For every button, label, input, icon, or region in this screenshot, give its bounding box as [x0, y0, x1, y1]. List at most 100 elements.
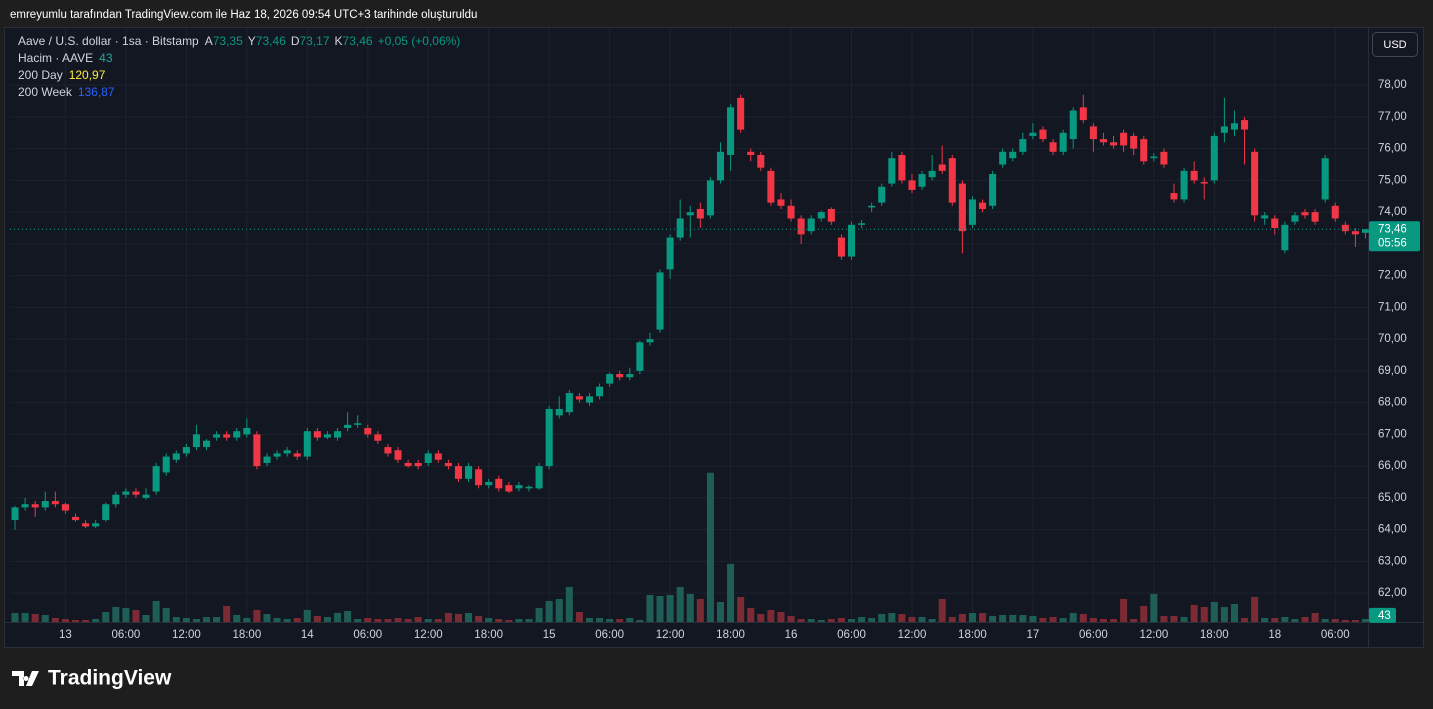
logo-icon: [12, 671, 39, 686]
indicator: 200 Week 136,87: [18, 85, 115, 99]
volume-bar: [1241, 617, 1249, 622]
candle-body: [142, 494, 150, 498]
volume-bar: [636, 619, 644, 622]
candle-body: [283, 450, 291, 454]
volume-bar: [223, 605, 231, 622]
volume-bar: [596, 617, 604, 622]
candle-body: [364, 428, 372, 435]
volume-bar: [394, 617, 402, 622]
candle-body: [565, 393, 573, 413]
candle-body: [817, 212, 825, 219]
candle-body: [898, 154, 906, 181]
volume-bar: [485, 617, 493, 622]
volume-bar: [676, 586, 684, 622]
candle-body: [646, 339, 654, 343]
x-tick-label: 18: [1268, 629, 1281, 641]
candle-body: [676, 218, 684, 238]
volume-label-box: [1369, 607, 1396, 623]
volume-bar: [354, 618, 362, 622]
candle-body: [313, 431, 321, 438]
indicator-name: 200 Day: [18, 68, 63, 82]
candle-body: [525, 486, 533, 489]
x-tick-label: 13: [59, 629, 72, 641]
volume-bar: [213, 616, 221, 622]
candle-body: [696, 208, 704, 219]
last-price: 73,46: [1378, 223, 1407, 235]
volume-bar: [706, 472, 714, 622]
volume-bar: [1019, 614, 1027, 622]
candle-body: [263, 456, 271, 463]
x-tick-label: 12:00: [656, 629, 685, 641]
candle-body: [706, 180, 714, 216]
candle-body: [182, 447, 190, 454]
volume-bar: [323, 616, 331, 622]
candle-body: [213, 434, 221, 438]
candle-body: [1241, 120, 1249, 130]
volume-bar: [999, 614, 1007, 622]
volume-bar: [1029, 615, 1037, 622]
volume-bar: [495, 618, 503, 622]
candle-body: [1049, 142, 1057, 152]
candle-body: [424, 453, 432, 463]
currency-button[interactable]: [1372, 32, 1418, 57]
volume-bar: [51, 617, 59, 622]
candle-body: [92, 523, 100, 527]
candle-body: [434, 453, 442, 460]
indicator-value: 136,87: [78, 85, 115, 99]
volume-bar: [1271, 617, 1279, 622]
candle-body: [575, 396, 583, 400]
candle-body: [202, 440, 211, 448]
y-tick-label: 63,00: [1378, 555, 1407, 567]
x-tick-label: 12:00: [898, 629, 927, 641]
candle-body: [293, 453, 301, 457]
volume-bar: [737, 596, 745, 622]
volume-bar: [1059, 617, 1067, 622]
candle-body: [444, 462, 452, 467]
x-tick-label: 12:00: [172, 629, 201, 641]
x-tick-label: 06:00: [1079, 629, 1108, 641]
candle-body: [1321, 158, 1329, 200]
volume-bar: [1210, 601, 1218, 622]
volume-bar: [112, 606, 120, 622]
candle-body: [465, 466, 473, 479]
volume-bar: [82, 619, 90, 622]
volume-bar: [243, 617, 251, 622]
candle-body: [918, 174, 926, 187]
volume-bar: [71, 619, 80, 622]
candle-body: [767, 170, 775, 203]
candle-body: [555, 408, 563, 416]
candle-body: [1019, 139, 1027, 152]
candle-body: [827, 208, 835, 222]
volume-bar: [978, 612, 987, 622]
y-tick-label: 74,00: [1378, 206, 1407, 218]
volume-bar: [525, 618, 533, 622]
candle-body: [323, 434, 331, 438]
volume-bar: [585, 617, 594, 622]
candle-body: [616, 374, 624, 378]
volume-bar: [364, 617, 372, 622]
volume-bar: [132, 609, 140, 622]
snapshot-title: emreyumlu tarafından TradingView.com ile…: [10, 9, 477, 21]
candle-body: [999, 151, 1007, 165]
volume-bar: [1230, 603, 1238, 622]
candle-body: [1079, 107, 1087, 121]
candle-body: [102, 504, 110, 521]
volume-bar: [1099, 618, 1107, 622]
volume-bar: [989, 615, 997, 622]
candle-body: [626, 374, 634, 378]
candle-body: [394, 450, 402, 460]
candle-body: [152, 466, 160, 492]
currency[interactable]: USD: [1383, 39, 1406, 51]
candle-body: [1170, 193, 1178, 200]
volume-bar: [263, 613, 271, 622]
candle-body: [384, 447, 392, 454]
candle-body: [51, 501, 59, 505]
volume-bar: [858, 616, 866, 622]
volume-bar: [968, 612, 976, 622]
volume-bar: [545, 600, 553, 622]
legend-line: Aave / U.S. dollar · 1sa · Bitstamp A73,3…: [18, 34, 460, 48]
volume-bar: [888, 612, 896, 622]
x-tick-label: 18:00: [474, 629, 503, 641]
